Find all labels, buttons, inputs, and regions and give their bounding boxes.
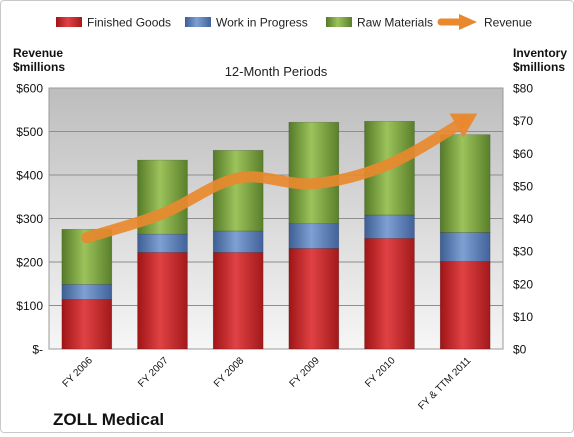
company-name: ZOLL Medical (53, 410, 164, 429)
bar-work-in-progress-fy-ttm-2011 (439, 232, 491, 262)
plot-title: 12-Month Periods (225, 64, 328, 79)
revenue-point-fy-ttm-2011 (464, 120, 466, 122)
bar-work-in-progress-fy-2007 (137, 233, 188, 253)
bar-raw-materials-fy-ttm-2011 (439, 134, 491, 233)
x-tick-label-fy-2008: FY 2008 (212, 355, 247, 390)
bar-finished-goods-fy-2009 (288, 248, 340, 350)
legend-label-revenue: Revenue (484, 16, 532, 30)
legend-swatch-work-in-progress (185, 17, 211, 27)
left-tick-label: $200 (16, 256, 43, 270)
revenue-arrowhead (449, 113, 478, 138)
left-tick-label: $100 (16, 299, 43, 313)
right-tick-label: $60 (513, 147, 533, 161)
revenue-point-fy-2009 (313, 183, 315, 185)
left-tick-label: $300 (16, 212, 43, 226)
left-axis-title-line1: Revenue (13, 46, 63, 60)
left-axis-title-line2: $millions (13, 60, 65, 74)
right-tick-label: $40 (513, 212, 533, 226)
left-tick-label: $400 (16, 169, 43, 183)
right-tick-label: $30 (513, 245, 533, 259)
legend-swatch-revenue (437, 14, 477, 30)
legend-swatch-raw-materials (326, 17, 352, 27)
right-axis-ticks: $0 $10 $20 $30 $40 $50 $60 $70 $80 (513, 82, 533, 357)
left-axis-ticks: $- $100 $200 $300 $400 $500 $600 (16, 82, 43, 357)
legend-label-raw-materials: Raw Materials (357, 16, 433, 30)
bar-finished-goods-fy-2010 (364, 238, 415, 350)
bar-raw-materials-fy-2008 (212, 150, 264, 232)
bar-work-in-progress-fy-2008 (212, 230, 264, 253)
x-tick-label-fy-2007: FY 2007 (136, 355, 171, 390)
right-tick-label: $80 (513, 82, 533, 96)
revenue-line-series (81, 113, 478, 244)
x-tick-label-fy-ttm-2011: FY & TTM 2011 (416, 355, 473, 412)
left-tick-label: $500 (16, 125, 43, 139)
bar-finished-goods-fy-2006 (61, 299, 113, 350)
x-tick-label-fy-2006: FY 2006 (61, 355, 96, 390)
bar-raw-materials-fy-2009 (288, 121, 340, 225)
bar-work-in-progress-fy-2010 (364, 214, 415, 239)
left-tick-label: $600 (16, 82, 43, 96)
right-tick-label: $10 (513, 310, 533, 324)
right-tick-label: $20 (513, 277, 533, 291)
x-tick-label-fy-2009: FY 2009 (288, 355, 323, 390)
right-tick-label: $0 (513, 343, 527, 357)
chart-legend: Finished Goods Work in Progress Raw Mate… (56, 14, 532, 30)
revenue-point-fy-2006 (86, 237, 88, 239)
right-tick-label: $70 (513, 114, 533, 128)
x-axis-ticks: FY 2006 FY 2007 FY 2008 FY 2009 FY 2010 FY & … (61, 355, 474, 412)
legend-swatch-finished-goods (56, 17, 82, 27)
bar-work-in-progress-fy-2006 (61, 284, 113, 300)
bar-finished-goods-fy-ttm-2011 (439, 261, 491, 350)
revenue-point-fy-2008 (237, 177, 239, 179)
bar-finished-goods-fy-2007 (137, 252, 188, 350)
revenue-point-fy-2010 (389, 163, 390, 165)
legend-label-finished-goods: Finished Goods (87, 16, 171, 30)
right-axis-title-line1: Inventory (513, 46, 567, 60)
right-axis-title-line2: $millions (513, 60, 565, 74)
revenue-line (81, 115, 471, 244)
right-tick-label: $50 (513, 179, 533, 193)
left-tick-label: $- (32, 343, 43, 357)
bar-series (61, 120, 491, 350)
x-tick-label-fy-2010: FY 2010 (363, 355, 398, 390)
bar-work-in-progress-fy-2009 (288, 223, 340, 249)
revenue-point-fy-2007 (162, 213, 163, 215)
legend-label-work-in-progress: Work in Progress (216, 16, 308, 30)
bar-finished-goods-fy-2008 (212, 252, 264, 350)
